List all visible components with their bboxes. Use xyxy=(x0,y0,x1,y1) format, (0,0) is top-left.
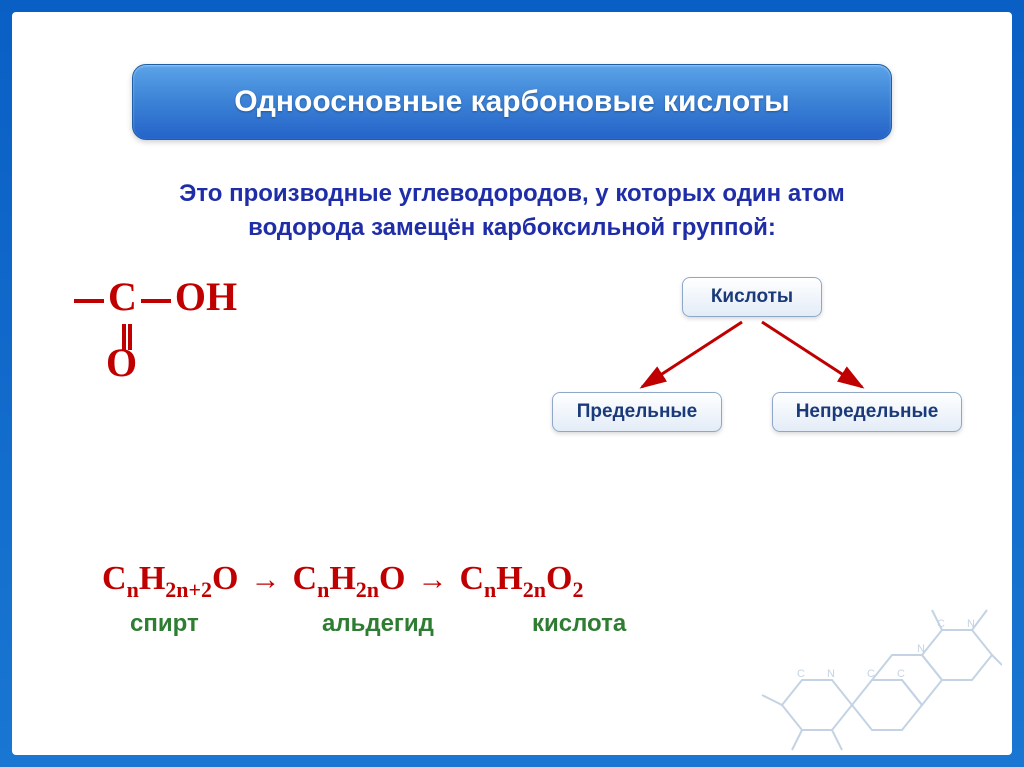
hydroxyl-group: OH xyxy=(175,274,237,319)
formula-sequence: CnH2n+2O → CnH2nO → CnH2nO2 xyxy=(102,560,583,603)
arrow-2: → xyxy=(417,563,447,597)
definition-line-2: водорода замещён карбоксильной группой: xyxy=(82,211,942,245)
definition-block: Это производные углеводородов, у которых… xyxy=(82,177,942,244)
formula-acid: CnH2nO2 xyxy=(459,560,583,603)
label-acid: кислота xyxy=(532,610,712,638)
carboxyl-row-3: O xyxy=(106,343,273,383)
tree-node-unsaturated: Непредельные xyxy=(772,392,962,432)
title-banner: Одноосновные карбоновые кислоты xyxy=(132,64,892,140)
carboxyl-structure: C OH O xyxy=(70,277,237,383)
molecule-watermark: C N C C N C N xyxy=(742,585,1002,755)
tree-node-saturated: Предельные xyxy=(552,392,722,432)
formula-alcohol: CnH2n+2O xyxy=(102,560,239,603)
svg-text:C: C xyxy=(897,668,905,680)
label-aldehyde: альдегид xyxy=(322,610,532,638)
formula-aldehyde: CnH2nO xyxy=(293,560,406,603)
svg-text:N: N xyxy=(827,668,835,680)
label-alcohol: спирт xyxy=(102,610,322,638)
formula-labels: спирт альдегид кислота xyxy=(102,610,712,638)
slide-frame: Одноосновные карбоновые кислоты Это прои… xyxy=(12,12,1012,755)
carbon-atom: C xyxy=(108,274,137,319)
bond-right xyxy=(141,299,171,303)
svg-text:C: C xyxy=(797,668,805,680)
tree-node-root: Кислоты xyxy=(682,277,822,317)
definition-line-1: Это производные углеводородов, у которых… xyxy=(82,177,942,211)
arrow-1: → xyxy=(251,563,281,597)
svg-text:C: C xyxy=(867,668,875,680)
svg-text:N: N xyxy=(967,618,975,630)
carboxyl-row-1: C OH xyxy=(70,277,237,317)
bond-left xyxy=(74,299,104,303)
slide-title: Одноосновные карбоновые кислоты xyxy=(234,85,789,119)
tree-arrows xyxy=(532,317,972,397)
oxygen-atom: O xyxy=(106,340,137,385)
svg-text:N: N xyxy=(917,643,925,655)
svg-text:C: C xyxy=(937,618,945,630)
